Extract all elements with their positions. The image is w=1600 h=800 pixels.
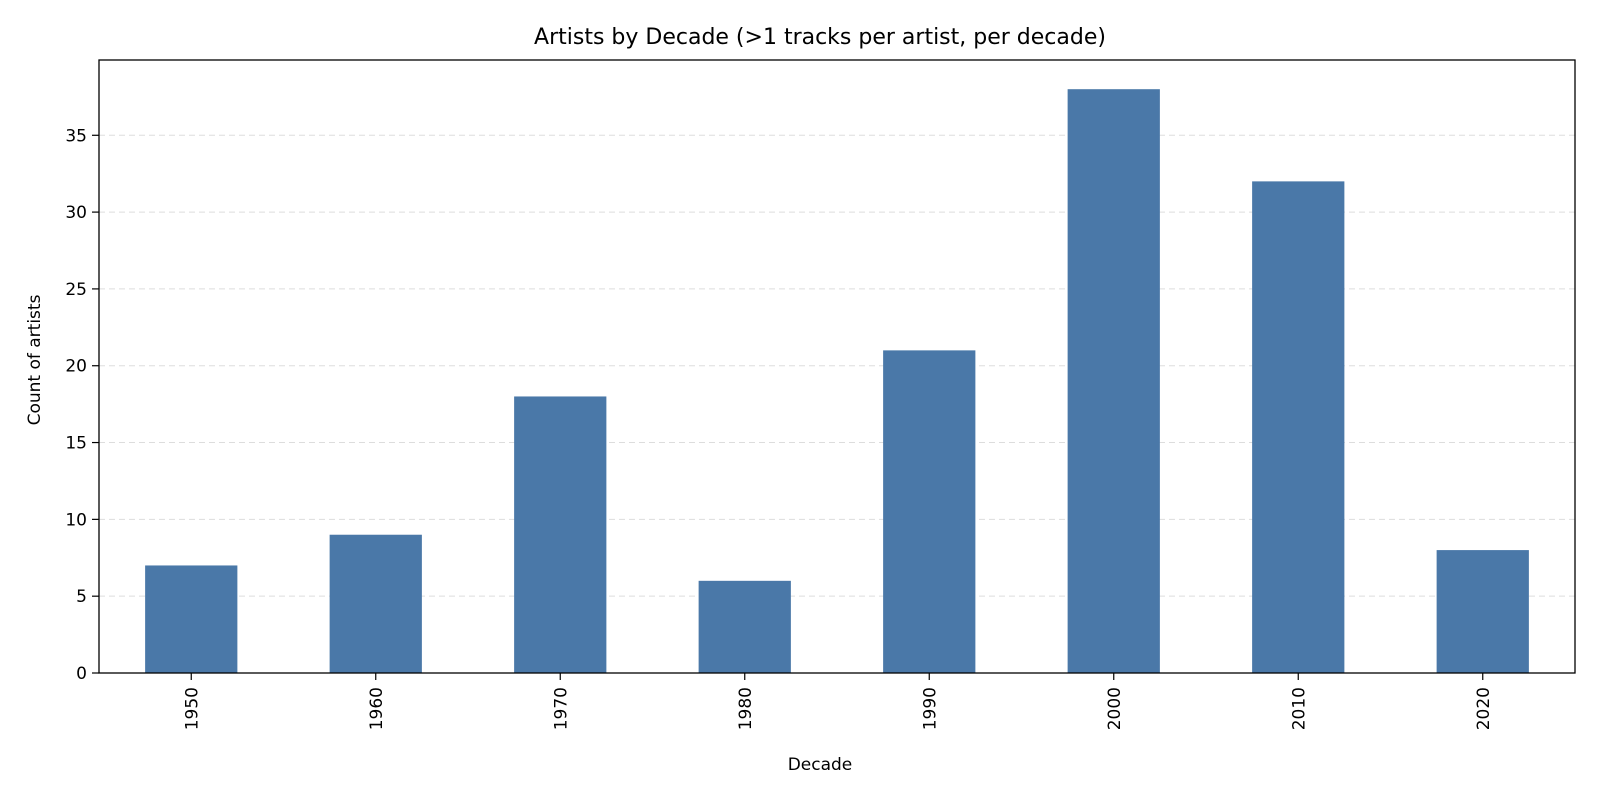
- x-tick-label: 2010: [1289, 687, 1309, 730]
- bar-1970: [514, 396, 607, 673]
- x-tick-label: 2000: [1105, 687, 1125, 730]
- bars: [145, 89, 1529, 674]
- bar-2020: [1436, 550, 1529, 673]
- y-tick-label: 10: [65, 510, 87, 530]
- plot-frame: [98, 59, 1576, 674]
- bar-2010: [1252, 181, 1345, 674]
- y-tick-label: 35: [65, 126, 87, 146]
- x-tick-label: 2020: [1474, 687, 1494, 730]
- bar-1950: [145, 565, 238, 673]
- y-tick-label: 5: [76, 587, 87, 607]
- bar-2000: [1067, 89, 1160, 673]
- y-tick-label: 25: [65, 280, 87, 300]
- x-axis: 1950 1960 1970 1980 1990 2000 2010 2020: [182, 673, 1494, 730]
- y-tick-label: 15: [65, 434, 87, 454]
- y-tick-label: 0: [76, 664, 87, 684]
- y-tick-label: 20: [65, 357, 87, 377]
- x-tick-label: 1980: [736, 687, 756, 730]
- bar-1990: [883, 350, 976, 673]
- x-tick-label: 1990: [920, 687, 940, 730]
- x-axis-title: Decade: [788, 755, 853, 775]
- x-tick-label: 1960: [367, 687, 387, 730]
- y-axis-title: Count of artists: [25, 294, 45, 425]
- x-tick-label: 1950: [182, 687, 202, 730]
- y-tick-label: 30: [65, 203, 87, 223]
- x-tick-label: 1970: [551, 687, 571, 730]
- y-axis: 0 5 10 15 20 25 30 35: [65, 126, 99, 684]
- bar-1980: [698, 580, 791, 673]
- chart-title: Artists by Decade (>1 tracks per artist,…: [534, 25, 1106, 50]
- bar-1960: [329, 534, 422, 673]
- grid-lines: [99, 134, 1575, 597]
